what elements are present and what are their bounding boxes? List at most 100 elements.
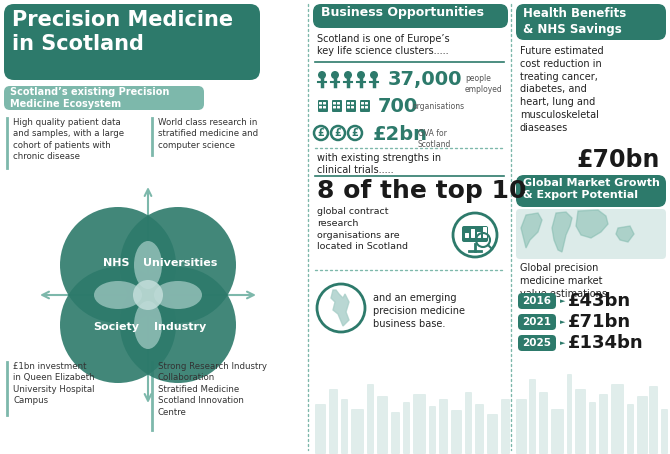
Text: Precision Medicine
in Scotland: Precision Medicine in Scotland [12, 10, 233, 54]
FancyBboxPatch shape [518, 314, 556, 330]
Ellipse shape [94, 281, 142, 309]
Polygon shape [331, 290, 349, 326]
FancyBboxPatch shape [465, 392, 472, 454]
FancyBboxPatch shape [319, 102, 322, 104]
FancyBboxPatch shape [475, 404, 484, 454]
FancyBboxPatch shape [361, 106, 364, 109]
Text: Business Opportunities: Business Opportunities [321, 6, 484, 19]
Ellipse shape [134, 301, 162, 349]
FancyBboxPatch shape [315, 404, 326, 454]
Circle shape [318, 71, 326, 79]
FancyBboxPatch shape [529, 379, 536, 454]
FancyBboxPatch shape [333, 102, 336, 104]
Polygon shape [576, 210, 608, 238]
FancyBboxPatch shape [471, 229, 475, 238]
FancyBboxPatch shape [347, 106, 350, 109]
Text: £1bn investment
in Queen Elizabeth
University Hospital
Campus: £1bn investment in Queen Elizabeth Unive… [13, 362, 94, 405]
FancyBboxPatch shape [451, 410, 462, 454]
FancyBboxPatch shape [611, 384, 624, 454]
FancyBboxPatch shape [539, 392, 548, 454]
FancyBboxPatch shape [627, 404, 634, 454]
Text: Scotland’s existing Precision
Medicine Ecosystem: Scotland’s existing Precision Medicine E… [10, 87, 170, 109]
Text: £70bn: £70bn [576, 148, 659, 172]
FancyBboxPatch shape [377, 396, 388, 454]
FancyBboxPatch shape [403, 402, 410, 454]
FancyBboxPatch shape [347, 102, 350, 104]
FancyBboxPatch shape [323, 106, 326, 109]
Circle shape [344, 71, 352, 79]
FancyBboxPatch shape [575, 389, 586, 454]
FancyBboxPatch shape [599, 394, 608, 454]
Text: Society: Society [93, 322, 139, 332]
Text: Future estimated
cost reduction in
treating cancer,
diabetes, and
heart, lung an: Future estimated cost reduction in treat… [520, 46, 604, 133]
Text: organisations: organisations [413, 102, 465, 111]
Text: people
employed: people employed [465, 74, 502, 94]
Text: £: £ [318, 128, 324, 138]
FancyBboxPatch shape [319, 106, 322, 109]
Text: Global Market Growth
& Export Potential: Global Market Growth & Export Potential [523, 178, 660, 200]
Circle shape [60, 207, 176, 323]
FancyBboxPatch shape [337, 106, 340, 109]
Text: £: £ [334, 128, 342, 138]
FancyBboxPatch shape [346, 100, 356, 112]
FancyBboxPatch shape [429, 406, 436, 454]
Text: Universities: Universities [143, 258, 217, 268]
FancyBboxPatch shape [361, 102, 364, 104]
FancyBboxPatch shape [518, 293, 556, 309]
FancyBboxPatch shape [365, 102, 368, 104]
FancyBboxPatch shape [337, 102, 340, 104]
Circle shape [60, 267, 176, 383]
Text: £2bn: £2bn [373, 124, 428, 143]
FancyBboxPatch shape [4, 86, 204, 110]
FancyBboxPatch shape [649, 386, 658, 454]
Text: Health Benefits
& NHS Savings: Health Benefits & NHS Savings [523, 7, 626, 36]
FancyBboxPatch shape [501, 399, 510, 454]
Text: High quality patient data
and samples, with a large
cohort of patients with
chro: High quality patient data and samples, w… [13, 118, 124, 161]
Text: £71bn: £71bn [568, 313, 631, 331]
FancyBboxPatch shape [360, 100, 370, 112]
FancyBboxPatch shape [413, 394, 426, 454]
FancyBboxPatch shape [313, 4, 508, 28]
Circle shape [331, 71, 339, 79]
FancyBboxPatch shape [351, 106, 354, 109]
Text: 2016: 2016 [523, 296, 551, 306]
FancyBboxPatch shape [341, 399, 348, 454]
Text: ►: ► [560, 340, 565, 346]
FancyBboxPatch shape [323, 102, 326, 104]
FancyBboxPatch shape [367, 384, 374, 454]
Text: 37,000: 37,000 [388, 69, 462, 89]
FancyBboxPatch shape [661, 409, 668, 454]
Polygon shape [521, 213, 542, 248]
Text: ►: ► [560, 319, 565, 325]
Text: Scotland is one of Europe’s
key life science clusters.....: Scotland is one of Europe’s key life sci… [317, 34, 450, 56]
FancyBboxPatch shape [516, 175, 666, 207]
FancyBboxPatch shape [477, 232, 481, 238]
Text: and an emerging
precision medicine
business base.: and an emerging precision medicine busin… [373, 293, 465, 330]
FancyBboxPatch shape [329, 389, 338, 454]
Text: with existing strengths in
clinical trials.....: with existing strengths in clinical tria… [317, 153, 441, 175]
Circle shape [357, 71, 365, 79]
FancyBboxPatch shape [637, 396, 648, 454]
FancyBboxPatch shape [4, 4, 260, 80]
FancyBboxPatch shape [516, 209, 666, 259]
Circle shape [370, 71, 378, 79]
Text: Global precision
medicine market
value estimations: Global precision medicine market value e… [520, 263, 607, 299]
Text: World class research in
stratified medicine and
computer science: World class research in stratified medic… [158, 118, 258, 150]
FancyBboxPatch shape [516, 4, 666, 40]
Text: £134bn: £134bn [568, 334, 644, 352]
FancyBboxPatch shape [483, 227, 487, 238]
Circle shape [120, 267, 236, 383]
FancyBboxPatch shape [332, 100, 342, 112]
FancyBboxPatch shape [391, 412, 400, 454]
Circle shape [120, 207, 236, 323]
Text: 700: 700 [378, 98, 418, 117]
FancyBboxPatch shape [439, 399, 448, 454]
FancyBboxPatch shape [462, 226, 488, 242]
FancyBboxPatch shape [333, 106, 336, 109]
FancyBboxPatch shape [518, 335, 556, 351]
Text: GVA for
Scotland: GVA for Scotland [418, 129, 452, 149]
Polygon shape [552, 212, 572, 252]
Text: £: £ [352, 128, 358, 138]
FancyBboxPatch shape [487, 414, 498, 454]
FancyBboxPatch shape [351, 102, 354, 104]
